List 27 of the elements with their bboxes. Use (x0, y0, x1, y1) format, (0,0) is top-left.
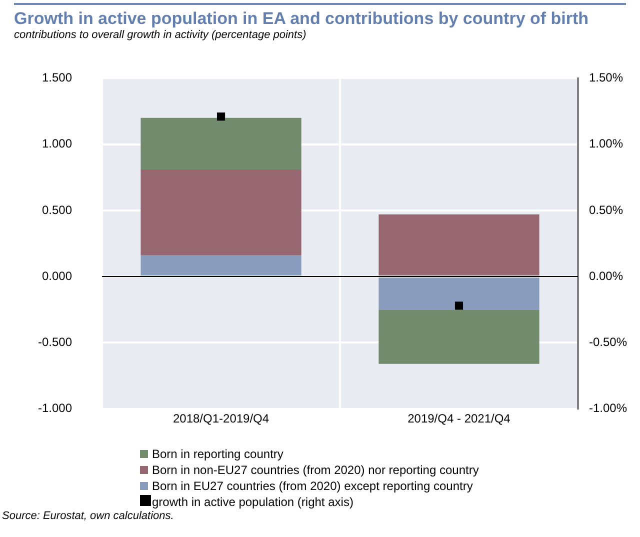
source-note: Source: Eurostat, own calculations. (2, 510, 175, 522)
y2-tick-label: 0.00% (588, 268, 624, 283)
bar (378, 310, 540, 364)
legend-label: Born in non-EU27 countries (from 2020) nor reporting country (151, 462, 480, 478)
y2-tick-label: -1.00% (588, 401, 628, 416)
y-tick-label: 0.000 (42, 268, 72, 283)
y2-tick-label: 1.00% (588, 136, 624, 151)
legend-label: Born in EU27 countries (from 2020) except reporting country (151, 478, 474, 494)
bar (140, 118, 302, 170)
y-tick-label: 1.500 (42, 70, 72, 85)
x-tick-label: 2018/Q1-2019/Q4 (172, 411, 270, 426)
y2-tick-label: 1.50% (588, 70, 624, 85)
legend-label: growth in active population (right axis) (151, 494, 354, 510)
bar (378, 278, 540, 310)
chart-subtitle: contributions to overall growth in activity (percentage points) (14, 29, 308, 41)
legend-label: Born in reporting country (151, 446, 284, 462)
x-tick-label: 2019/Q4 - 2021/Q4 (408, 411, 511, 426)
y-tick-label: 1.000 (42, 136, 72, 151)
y2-tick-label: -0.50% (588, 334, 628, 349)
bar (140, 255, 302, 276)
chart-title: Growth in active population in EA and contributions by country of birth (14, 3, 626, 29)
y-tick-label: -1.000 (38, 401, 72, 416)
y-tick-label: 0.500 (42, 202, 72, 217)
bar (140, 169, 302, 256)
y-tick-label: -0.500 (38, 334, 72, 349)
y2-tick-label: 0.50% (588, 202, 624, 217)
bar (378, 214, 540, 276)
